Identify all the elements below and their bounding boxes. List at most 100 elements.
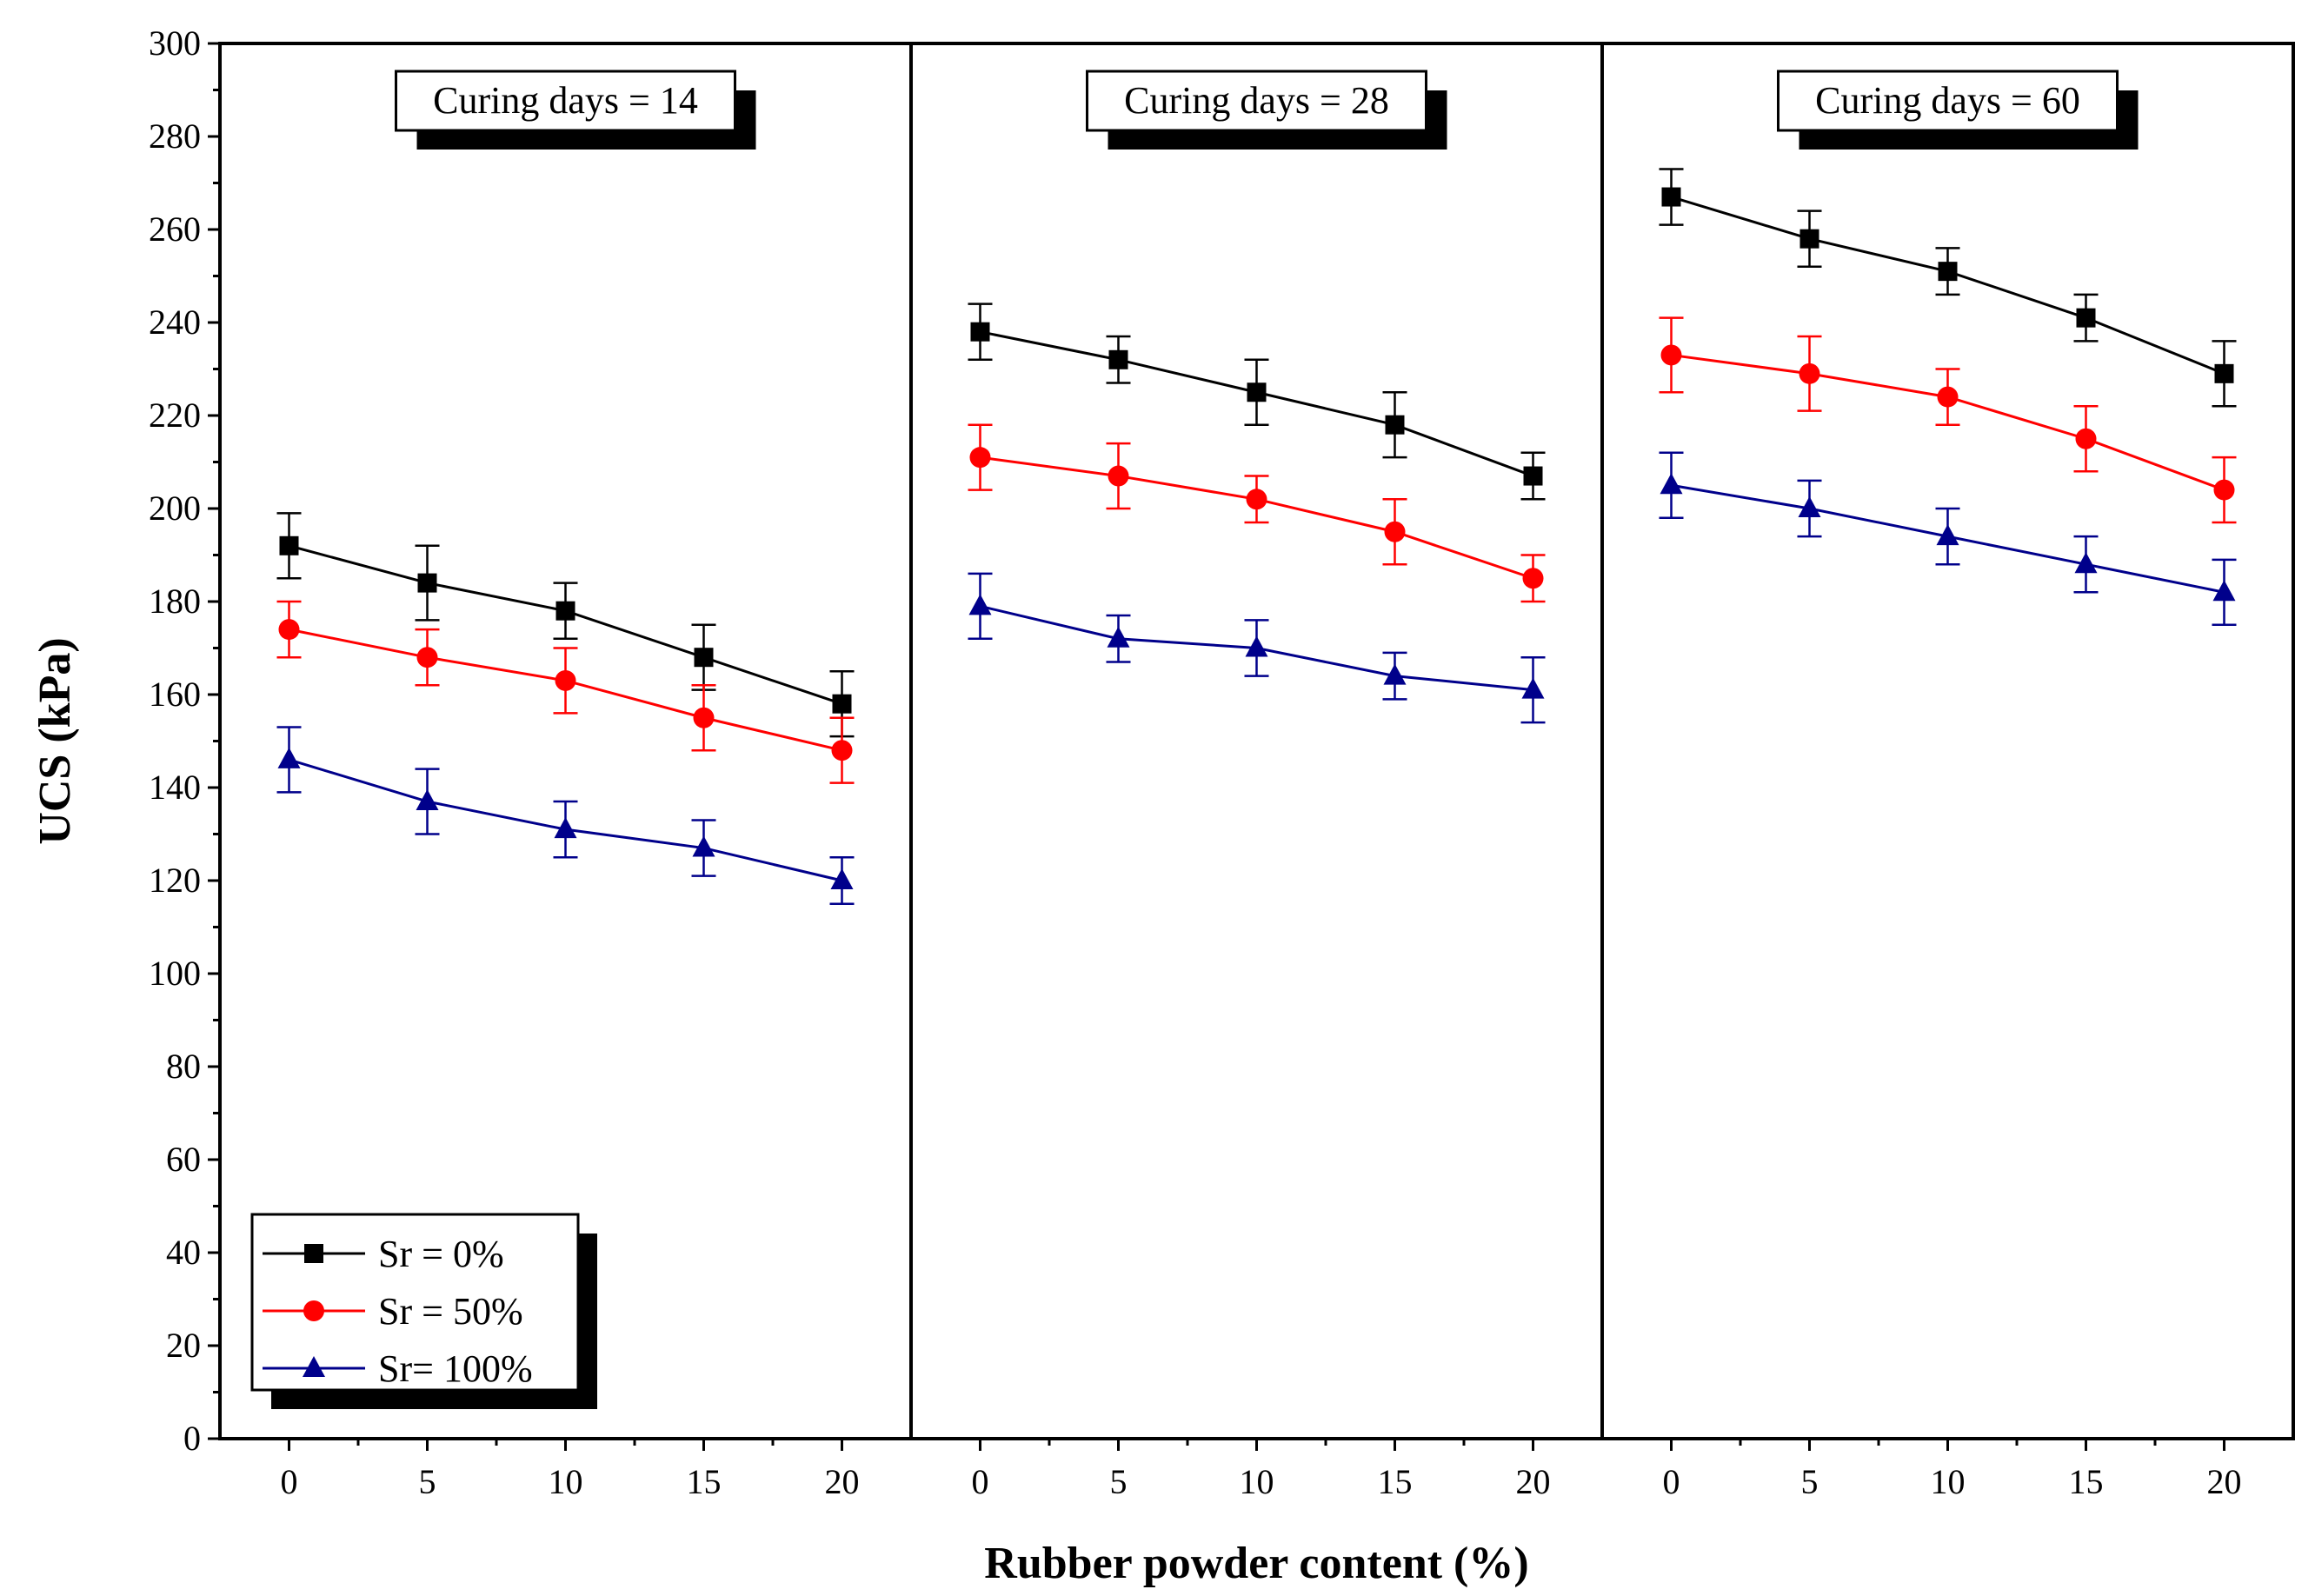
x-tick-label: 15 [2069,1462,2104,1501]
data-point [416,789,439,811]
data-point [694,648,714,668]
x-axis-title: Rubber powder content (%) [984,1539,1528,1588]
data-point [1938,262,1958,282]
legend-label: Sr = 0% [378,1233,504,1275]
panel-3: Curing days = 60 [1659,70,2237,626]
data-point [1521,677,1545,699]
data-point [831,740,853,761]
data-point [969,447,991,469]
data-point [554,817,577,839]
data-point [2212,580,2236,602]
data-point [832,694,852,714]
panels: Curing days = 14 Curing days = 28 Curing d… [276,70,2237,905]
x-tick-label: 20 [1516,1462,1551,1501]
data-point [830,868,854,889]
y-tick-label: 100 [149,954,201,993]
data-point [278,619,300,641]
y-tick-label: 60 [166,1140,201,1179]
y-tick-label: 140 [149,768,201,807]
panel-title-box [395,70,736,132]
panel-title-box [1086,70,1427,132]
y-tick-label: 200 [149,489,201,528]
series-2 [1659,316,2237,524]
y-axis: 0 20 40 60 80 100 120 140 160 180 200 220 240 260 280 3… [149,23,220,1458]
y-tick-label: 0 [183,1419,201,1458]
x-tick-label: 15 [1378,1462,1413,1501]
data-point [2076,308,2096,328]
data-point [1660,473,1683,495]
data-point [2214,363,2234,383]
x-tick-label: 15 [687,1462,722,1501]
legend-box [250,1213,580,1392]
series-2 [276,600,855,784]
series-1 [1659,168,2237,408]
legend-label: Sr= 100% [378,1347,533,1390]
data-point [1107,626,1130,648]
data-point [1385,415,1405,435]
y-tick-label: 120 [149,861,201,900]
panel-title: Curing days = 28 [1124,79,1389,122]
panel-1: Curing days = 14 [276,70,855,905]
data-point [1798,496,1821,517]
data-point [1799,229,1819,249]
series-3 [1659,451,2237,626]
legend-marker [303,1300,324,1321]
x-tick-label: 10 [1931,1462,1966,1501]
data-point [693,707,715,728]
data-point [1523,466,1543,486]
data-point [555,669,576,691]
data-point [1799,362,1820,384]
x-tick-label: 5 [1110,1462,1128,1501]
legend-marker [303,1356,325,1377]
panel-2: Curing days = 28 [968,70,1546,724]
x-tick-label: 20 [825,1462,860,1501]
series-3 [968,572,1546,724]
data-point [1245,635,1268,657]
x-tick-label: 0 [1663,1462,1680,1501]
legend-label: Sr = 50% [378,1290,523,1333]
data-point [1384,521,1406,542]
y-tick-label: 280 [149,116,201,156]
legend: Sr = 0% Sr = 50% Sr= 100% [250,1213,597,1409]
data-point [968,594,992,615]
data-point [1247,382,1267,402]
data-point [1246,489,1267,510]
y-tick-label: 20 [166,1326,201,1365]
data-point [277,747,301,768]
data-point [970,322,990,342]
panel-title: Curing days = 14 [433,79,698,122]
y-tick-label: 300 [149,23,201,63]
x-axis: 0 5 10 15 20 0 5 10 15 20 0 5 10 15 20 [281,1439,2242,1501]
y-tick-label: 80 [166,1047,201,1086]
y-tick-label: 220 [149,396,201,435]
data-point [279,535,299,555]
data-point [1108,465,1129,487]
data-point [1660,344,1682,366]
data-point [1937,386,1959,408]
x-tick-label: 10 [1240,1462,1274,1501]
x-tick-label: 20 [2207,1462,2242,1501]
data-point [2074,552,2098,574]
panel-title: Curing days = 60 [1815,79,2080,122]
data-point [1383,663,1407,685]
y-tick-label: 160 [149,675,201,714]
data-point [416,647,438,668]
data-point [2213,479,2235,501]
data-point [417,573,437,593]
series-3 [276,726,855,905]
x-tick-label: 5 [419,1462,436,1501]
y-tick-label: 260 [149,209,201,249]
y-tick-label: 180 [149,582,201,621]
series-1 [276,512,855,738]
x-tick-label: 0 [281,1462,298,1501]
panel-title-box [1777,70,2119,132]
data-point [1936,524,1959,546]
data-point [2075,428,2097,449]
y-tick-label: 240 [149,303,201,342]
legend-marker [304,1244,323,1263]
data-point [692,835,715,857]
x-tick-label: 0 [972,1462,989,1501]
data-point [1661,187,1681,207]
data-point [1108,349,1128,369]
